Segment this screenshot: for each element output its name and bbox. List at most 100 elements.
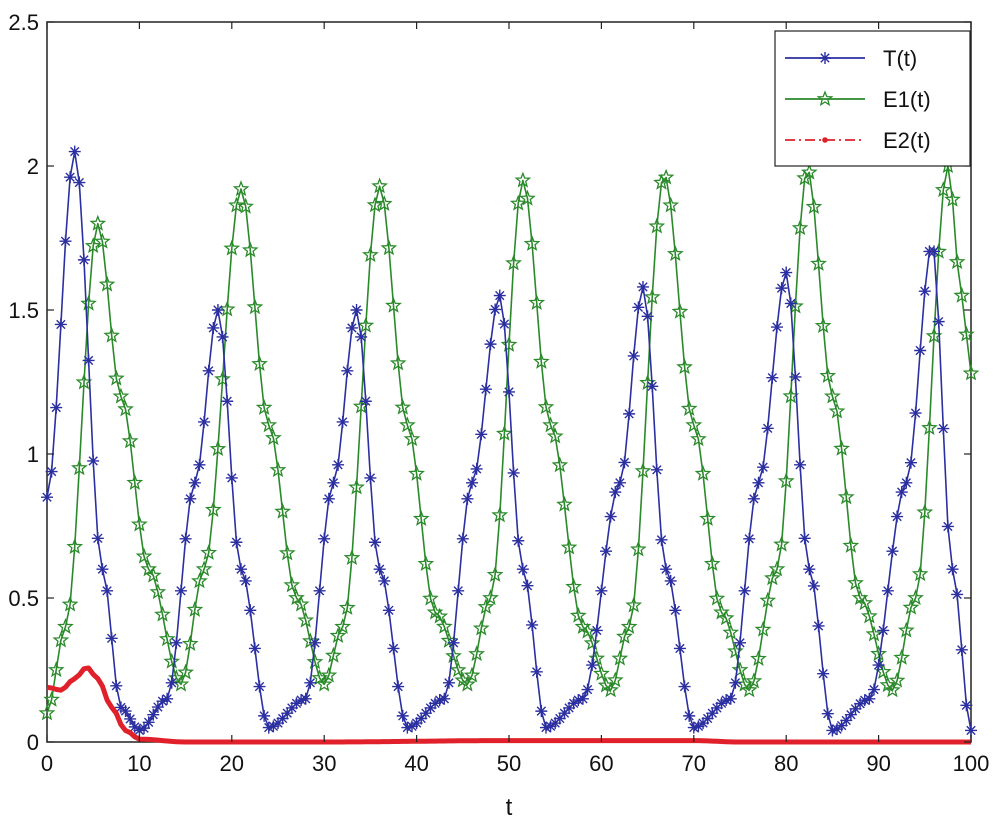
data-point-marker bbox=[285, 701, 298, 714]
data-point-marker bbox=[803, 563, 816, 576]
data-point-marker bbox=[459, 675, 476, 692]
data-point-marker bbox=[436, 617, 453, 634]
data-point-marker bbox=[620, 617, 638, 634]
data-point-marker bbox=[207, 321, 220, 334]
data-point-marker bbox=[415, 712, 428, 725]
data-point-marker bbox=[442, 676, 455, 689]
data-point-marker bbox=[452, 584, 465, 597]
data-point-marker bbox=[565, 577, 582, 594]
data-point-marker bbox=[445, 647, 462, 664]
data-point-marker bbox=[251, 355, 268, 372]
data-point-marker bbox=[225, 471, 238, 484]
data-point-marker bbox=[503, 385, 515, 398]
data-point-marker bbox=[773, 535, 790, 552]
data-point-marker bbox=[807, 579, 820, 592]
data-point-marker bbox=[345, 321, 358, 334]
data-point-marker bbox=[856, 594, 874, 611]
data-point-marker bbox=[429, 697, 442, 710]
data-point-marker bbox=[673, 642, 686, 655]
data-point-marker bbox=[948, 253, 966, 270]
x-tick-label: 80 bbox=[774, 751, 798, 776]
data-point-marker bbox=[110, 679, 123, 692]
data-point-marker bbox=[64, 171, 77, 184]
data-point-marker bbox=[951, 588, 964, 601]
data-point-marker bbox=[112, 387, 130, 404]
data-point-marker bbox=[960, 699, 973, 712]
data-point-marker bbox=[290, 697, 303, 710]
data-point-marker bbox=[408, 464, 425, 481]
data-point-marker bbox=[750, 649, 767, 666]
series-e1t bbox=[38, 157, 980, 721]
data-point-marker bbox=[396, 709, 409, 722]
data-point-marker bbox=[946, 563, 959, 576]
data-point-marker bbox=[114, 701, 127, 714]
data-point-marker bbox=[124, 712, 137, 725]
data-point-marker bbox=[965, 724, 977, 737]
data-point-marker bbox=[288, 589, 305, 606]
y-tick-label: 0.5 bbox=[8, 586, 39, 611]
data-point-marker bbox=[754, 620, 772, 637]
data-point-marker bbox=[944, 190, 961, 207]
data-point-marker bbox=[336, 415, 349, 428]
legend-marker bbox=[816, 90, 834, 107]
data-point-marker bbox=[482, 589, 499, 606]
legend-marker bbox=[819, 52, 831, 64]
legend-item: E1(t) bbox=[785, 87, 931, 112]
data-point-marker bbox=[308, 636, 321, 649]
series-tt bbox=[41, 145, 977, 737]
x-tick-label: 90 bbox=[866, 751, 890, 776]
x-axis-label: t bbox=[506, 794, 513, 821]
data-point-marker bbox=[888, 671, 906, 688]
data-point-marker bbox=[636, 280, 649, 293]
data-point-marker bbox=[378, 574, 391, 587]
data-point-marker bbox=[241, 241, 259, 258]
data-point-marker bbox=[847, 574, 864, 591]
data-point-marker bbox=[729, 676, 742, 689]
data-point-marker bbox=[449, 661, 467, 678]
data-point-marker bbox=[477, 598, 495, 615]
data-point-marker bbox=[202, 364, 215, 377]
data-point-marker bbox=[560, 538, 578, 555]
data-point-marker bbox=[264, 429, 282, 446]
data-point-marker bbox=[590, 624, 603, 637]
data-point-marker bbox=[70, 459, 88, 476]
data-point-marker bbox=[634, 462, 652, 479]
data-point-marker bbox=[512, 534, 525, 547]
data-point-marker bbox=[726, 642, 744, 659]
data-point-marker bbox=[837, 488, 855, 505]
data-point-marker bbox=[900, 476, 913, 489]
data-point-marker bbox=[775, 282, 788, 295]
data-point-marker bbox=[186, 601, 204, 617]
data-point-marker bbox=[646, 380, 659, 393]
data-point-marker bbox=[581, 683, 594, 696]
data-point-marker bbox=[167, 669, 185, 686]
y-tick-label: 0 bbox=[27, 730, 39, 755]
data-point-marker bbox=[766, 371, 779, 384]
data-point-marker bbox=[884, 681, 901, 698]
data-point-marker bbox=[156, 695, 169, 708]
data-point-marker bbox=[144, 566, 162, 583]
data-point-marker bbox=[867, 683, 880, 696]
data-point-marker bbox=[84, 237, 102, 254]
data-point-marker bbox=[641, 310, 654, 323]
data-point-marker bbox=[41, 491, 53, 504]
data-point-marker bbox=[759, 591, 777, 608]
data-point-marker bbox=[616, 627, 633, 644]
data-point-marker bbox=[671, 302, 689, 319]
data-point-marker bbox=[82, 354, 95, 367]
data-point-marker bbox=[655, 533, 668, 546]
data-point-marker bbox=[690, 430, 707, 447]
data-point-marker bbox=[738, 584, 751, 597]
data-point-marker bbox=[447, 636, 460, 649]
data-point-marker bbox=[921, 419, 938, 436]
data-point-marker bbox=[542, 416, 559, 433]
data-point-marker bbox=[909, 407, 922, 420]
data-point-marker bbox=[154, 605, 171, 622]
data-point-marker bbox=[332, 458, 345, 471]
data-point-marker bbox=[228, 196, 245, 213]
data-point-marker bbox=[687, 721, 700, 734]
data-point-marker bbox=[789, 370, 802, 383]
data-point-marker bbox=[98, 275, 116, 292]
data-point-marker bbox=[701, 712, 714, 725]
data-point-marker bbox=[715, 697, 728, 710]
